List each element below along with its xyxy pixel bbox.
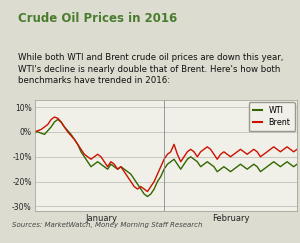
Legend: WTI, Brent: WTI, Brent [248,102,295,131]
Text: Sources: MarketWatch, Money Morning Staff Research: Sources: MarketWatch, Money Morning Staf… [12,222,202,228]
Text: Crude Oil Prices in 2016: Crude Oil Prices in 2016 [18,12,177,25]
Text: While both WTI and Brent crude oil prices are down this year,
WTI's decline is n: While both WTI and Brent crude oil price… [18,53,283,85]
